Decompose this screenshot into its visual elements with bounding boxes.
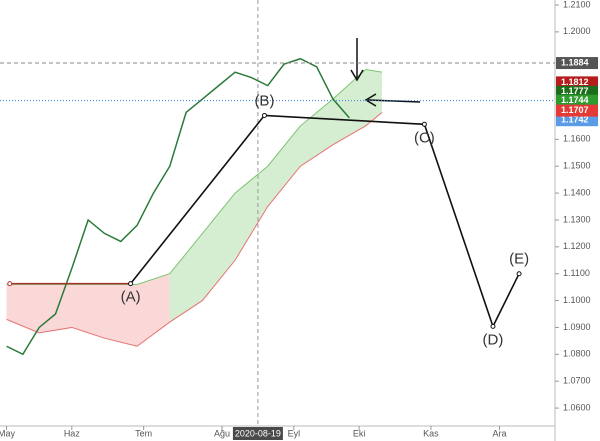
x-tick-label: Haz [64,428,81,438]
price-label-bg [556,104,598,117]
y-tick-label: 1.0900 [563,322,591,332]
price-label: 1.1742 [561,115,589,125]
price-label-bg [556,114,598,127]
cloud-segment [169,233,203,323]
crosshair-label-bg [232,427,283,440]
x-tick-label: Eki [353,428,366,438]
x-tick-label: Ara [492,428,506,438]
plot [6,68,383,347]
cloud-segment [202,193,236,301]
pattern-point [421,121,427,127]
price-label-bg [556,76,598,89]
pattern-point [261,112,267,118]
price-label: 1.1777 [561,86,589,96]
y-tick-label: 1.0600 [563,402,591,412]
pattern-label: (E) [509,251,529,268]
y-tick-label: 1.0700 [563,376,591,386]
x-tick-label: Tem [135,428,152,438]
y-tick-label: 1.1200 [563,241,591,251]
price-label-bg [556,57,598,70]
x-tick-label: Ağu [214,428,230,438]
y-tick-label: 1.1400 [563,187,591,197]
y-tick-label: 1.0800 [563,349,591,359]
cloud-segment [267,125,301,207]
cloud-segment [39,284,72,333]
price-label: 1.1812 [561,77,589,87]
arrow-down-head [350,69,364,82]
price-line [6,57,350,356]
cloud-segment [71,284,105,339]
pattern-label: (D) [483,331,504,348]
cloud-segment [6,284,40,333]
y-tick-label: 1.1000 [563,295,591,305]
pattern-label: (B) [254,92,274,109]
y-tick-label: 1.1500 [563,161,591,171]
cloud-segment [365,69,382,126]
pattern-label: (C) [414,129,435,146]
y-tick-label: 1.2000 [563,26,591,36]
cloud-segment [137,273,170,347]
price-label: 1.1744 [561,95,589,105]
cloud-segment [333,69,366,145]
x-tick-label: May [0,428,16,438]
x-tick-label: 2020-08-19 [235,428,281,438]
pattern-point [516,271,522,277]
y-tick-label: 1.1100 [563,268,590,278]
arrow-left-head [364,93,377,107]
pattern-point [490,323,496,329]
x-tick-label: Eyl [288,428,301,438]
x-tick-label: Kas [423,428,439,438]
price-label: 1.1707 [561,105,589,115]
y-tick-label: 1.1600 [563,134,591,144]
pattern-start [7,281,13,287]
y-tick-label: 1.1300 [563,214,591,224]
cloud-segment [235,166,268,261]
cloud-segment [104,284,138,347]
y-tick-label: 1.2100 [563,0,591,9]
cloud-segment [300,99,333,167]
pattern-label: (A) [121,289,141,306]
pattern-point [128,281,134,287]
price-label: 1.1884 [561,57,589,67]
cloud-edge [6,112,383,347]
price-label-bg [556,94,598,107]
